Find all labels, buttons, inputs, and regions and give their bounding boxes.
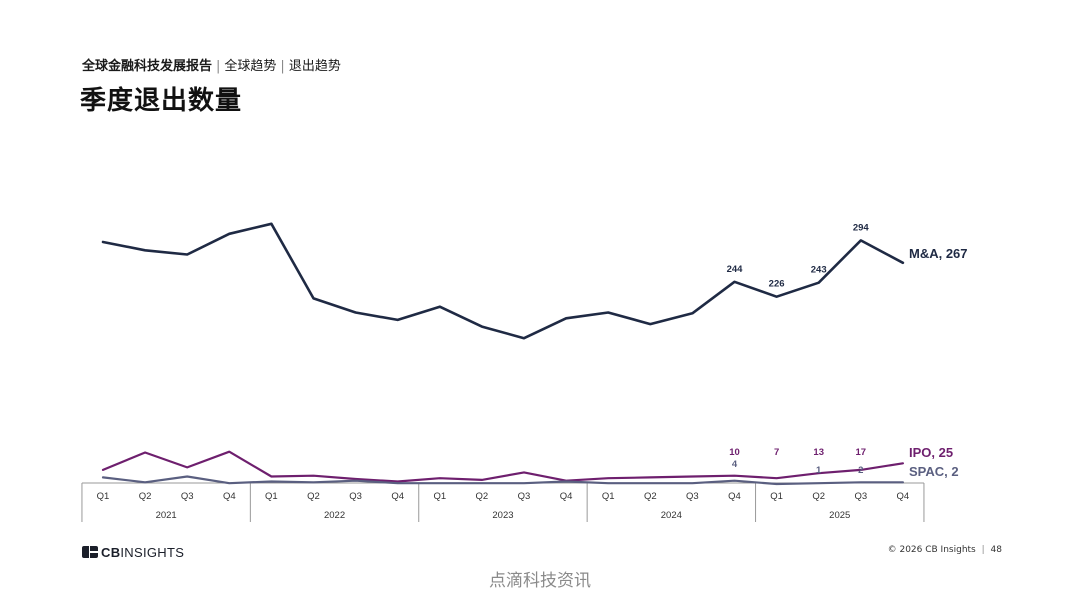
year-label: 2023: [492, 510, 513, 521]
page-number: 48: [990, 545, 1002, 555]
year-label: 2025: [829, 510, 850, 521]
data-label-ma: 243: [811, 265, 827, 276]
logo-suffix: INSIGHTS: [120, 544, 185, 560]
x-tick-label: Q2: [307, 491, 320, 502]
year-label: 2022: [324, 510, 345, 521]
year-label: 2021: [156, 510, 177, 521]
breadcrumb-global-trends: 全球趋势: [224, 59, 277, 74]
cb-insights-logo: CBINSIGHTS: [82, 544, 184, 560]
watermark-text: 点滴科技资讯: [489, 571, 591, 591]
x-tick-label: Q1: [433, 491, 446, 502]
cb-insights-logo-mark-icon: [82, 546, 98, 558]
x-tick-label: Q3: [854, 491, 867, 502]
x-tick-label: Q3: [518, 491, 531, 502]
data-label-spac: 4: [732, 459, 738, 470]
x-tick-label: Q2: [476, 491, 489, 502]
page-separator: |: [981, 545, 985, 555]
data-label-ipo: 7: [774, 447, 779, 458]
copyright-text: © 2026 CB Insights: [887, 545, 976, 555]
copyright-notice: © 2026 CB Insights | 48: [888, 545, 1002, 555]
data-label-ma: 294: [853, 222, 870, 233]
x-tick-label: Q4: [223, 491, 236, 502]
data-label-spac: 1: [816, 465, 822, 476]
x-tick-label: Q1: [770, 491, 783, 502]
breadcrumb-exit-trends: 退出趋势: [288, 59, 341, 74]
data-label-ma: 226: [769, 279, 785, 290]
data-label-spac: 2: [858, 465, 863, 476]
data-label-ipo: 17: [856, 447, 867, 458]
series-end-label-spac: SPAC, 2: [909, 464, 959, 479]
x-tick-label: Q3: [181, 491, 194, 502]
x-tick-label: Q1: [265, 491, 278, 502]
logo-prefix: CB: [101, 544, 121, 560]
series-end-label-ma: M&A, 267: [909, 246, 968, 261]
data-label-ma: 244: [727, 264, 744, 275]
x-tick-label: Q3: [349, 491, 362, 502]
x-tick-label: Q4: [560, 491, 573, 502]
x-tick-label: Q3: [686, 491, 699, 502]
x-tick-label: Q2: [139, 491, 152, 502]
x-tick-label: Q2: [812, 491, 825, 502]
series-line-ma: [101, 222, 905, 340]
x-tick-label: Q1: [602, 491, 615, 502]
year-label: 2024: [661, 510, 682, 521]
series-end-label-ipo: IPO, 25: [909, 445, 953, 460]
x-tick-label: Q2: [644, 491, 657, 502]
data-label-ipo: 10: [729, 447, 740, 458]
series-line-spac: [101, 475, 905, 486]
x-tick-label: Q4: [391, 491, 404, 502]
page-title: 季度退出数量: [80, 86, 243, 116]
data-label-ipo: 13: [813, 447, 824, 458]
x-tick-label: Q1: [97, 491, 110, 502]
x-tick-label: Q4: [728, 491, 741, 502]
x-tick-label: Q4: [897, 491, 910, 502]
series-line-ipo: [101, 450, 905, 483]
breadcrumb: 全球金融科技发展报告 | 全球趋势 | 退出趋势: [82, 59, 341, 74]
report-name: 全球金融科技发展报告: [82, 59, 213, 74]
